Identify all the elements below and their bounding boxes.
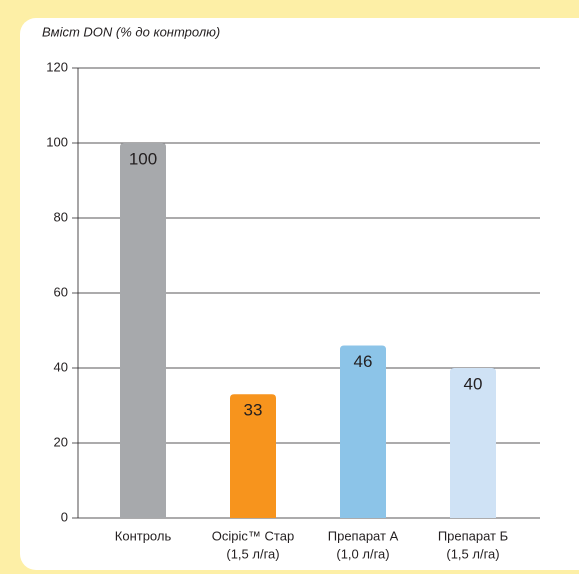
x-tick-label: Контроль [115,528,172,543]
y-tick-label: 0 [61,509,68,524]
value-label: 100 [129,149,157,168]
bar [340,345,386,518]
x-tick-label: Препарат А [328,528,399,543]
value-label: 33 [244,401,263,420]
bar [230,394,276,518]
y-tick-label: 120 [46,59,68,74]
chart-title: Вміст DON (% до контролю) [42,24,220,39]
x-tick-label: (1,5 л/га) [226,546,279,561]
y-tick-label: 100 [46,134,68,149]
value-label: 46 [354,352,373,371]
x-tick-label: Осіріс™ Стар [212,528,294,543]
x-tick-label: (1,5 л/га) [446,546,499,561]
x-tick-label: Препарат Б [438,528,508,543]
bar [450,368,496,518]
y-tick-label: 20 [54,434,68,449]
value-label: 40 [464,374,483,393]
x-tick-label: (1,0 л/га) [336,546,389,561]
y-tick-label: 40 [54,359,68,374]
y-tick-label: 80 [54,209,68,224]
y-tick-label: 60 [54,284,68,299]
bar [120,143,166,518]
